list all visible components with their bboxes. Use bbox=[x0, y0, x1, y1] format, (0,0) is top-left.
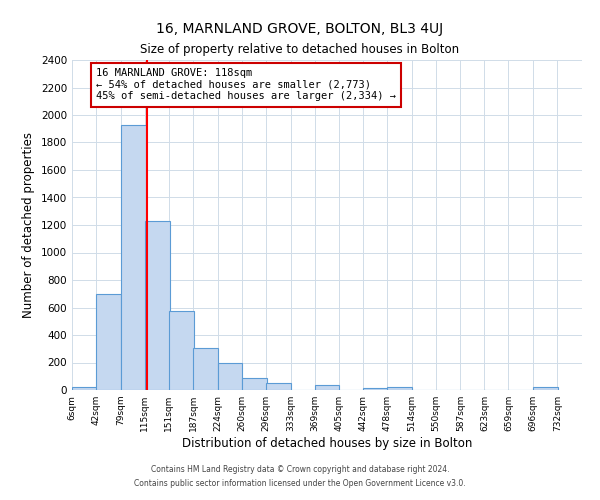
Text: Contains public sector information licensed under the Open Government Licence v3: Contains public sector information licen… bbox=[134, 479, 466, 488]
Text: 16 MARNLAND GROVE: 118sqm
← 54% of detached houses are smaller (2,773)
45% of se: 16 MARNLAND GROVE: 118sqm ← 54% of detac… bbox=[96, 68, 396, 102]
Bar bbox=[121, 124, 146, 390]
Bar bbox=[314, 384, 340, 390]
Text: 16, MARNLAND GROVE, BOLTON, BL3 4UJ: 16, MARNLAND GROVE, BOLTON, BL3 4UJ bbox=[157, 22, 443, 36]
X-axis label: Distribution of detached houses by size in Bolton: Distribution of detached houses by size … bbox=[182, 437, 472, 450]
Bar bbox=[218, 362, 242, 390]
Bar bbox=[533, 387, 558, 390]
Bar bbox=[96, 294, 121, 390]
Text: Size of property relative to detached houses in Bolton: Size of property relative to detached ho… bbox=[140, 42, 460, 56]
Bar bbox=[169, 311, 194, 390]
Bar bbox=[193, 348, 218, 390]
Bar bbox=[242, 378, 266, 390]
Text: Contains HM Land Registry data © Crown copyright and database right 2024.: Contains HM Land Registry data © Crown c… bbox=[151, 466, 449, 474]
Bar bbox=[145, 221, 170, 390]
Bar bbox=[364, 388, 388, 390]
Bar bbox=[266, 383, 290, 390]
Bar bbox=[72, 387, 97, 390]
Bar bbox=[388, 387, 412, 390]
Y-axis label: Number of detached properties: Number of detached properties bbox=[22, 132, 35, 318]
